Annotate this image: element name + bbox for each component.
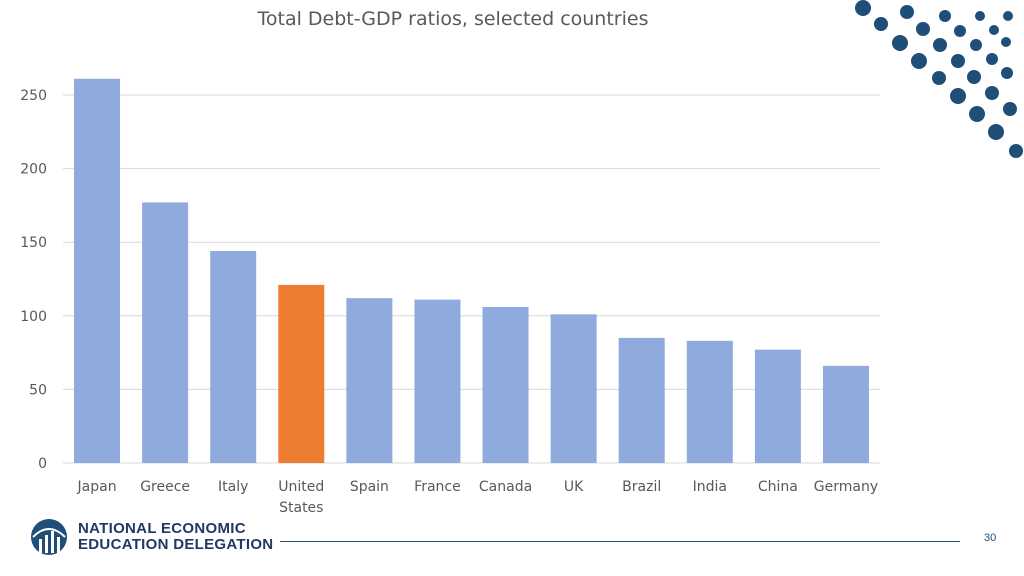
y-axis-ticks: 0 50 100 150 200 250 bbox=[20, 88, 47, 472]
decor-dot bbox=[874, 17, 888, 31]
logo-line-2: EDUCATION DELEGATION bbox=[78, 536, 274, 553]
x-category-label: United bbox=[278, 479, 324, 495]
x-category-label: Italy bbox=[218, 479, 248, 495]
bar-china bbox=[754, 349, 801, 463]
chart-title: Total Debt-GDP ratios, selected countrie… bbox=[257, 8, 649, 30]
footer-divider bbox=[280, 541, 960, 542]
decor-dot bbox=[988, 124, 1004, 140]
decor-dot bbox=[900, 5, 914, 19]
x-axis-categories: Japan Greece Italy United States Spain France C… bbox=[77, 479, 879, 516]
decor-dot bbox=[933, 38, 947, 52]
x-category-label: UK bbox=[564, 479, 584, 495]
bar-germany bbox=[822, 365, 869, 463]
x-category-label: France bbox=[414, 479, 461, 495]
x-category-label: States bbox=[279, 500, 323, 516]
decor-dot bbox=[932, 71, 946, 85]
bar-italy bbox=[210, 251, 257, 463]
decor-dot bbox=[892, 35, 908, 51]
decor-dot bbox=[989, 25, 999, 35]
x-category-label: Greece bbox=[140, 479, 190, 495]
bar-greece bbox=[142, 202, 189, 463]
decor-dot bbox=[939, 10, 951, 22]
x-category-label: Japan bbox=[77, 479, 117, 495]
decor-dot bbox=[986, 53, 998, 65]
logo-line-1: NATIONAL ECONOMIC bbox=[78, 520, 246, 537]
x-category-label: Spain bbox=[350, 479, 389, 495]
logo: NATIONAL ECONOMIC EDUCATION DELEGATION bbox=[30, 517, 280, 559]
bar-india bbox=[686, 340, 733, 463]
decor-dot bbox=[951, 54, 965, 68]
decor-dot bbox=[950, 88, 966, 104]
decor-dot bbox=[1003, 11, 1013, 21]
bar-japan bbox=[74, 78, 121, 464]
decorative-dot-pattern bbox=[855, 0, 1023, 158]
decor-dot bbox=[1009, 144, 1023, 158]
decor-dot bbox=[975, 11, 985, 21]
y-tick-label: 200 bbox=[20, 162, 47, 178]
y-tick-label: 150 bbox=[20, 235, 47, 251]
x-category-label: China bbox=[758, 479, 798, 495]
decor-dot bbox=[1003, 102, 1017, 116]
gridlines bbox=[63, 94, 880, 464]
logo-text: NATIONAL ECONOMIC EDUCATION DELEGATION bbox=[78, 521, 273, 553]
decor-dot bbox=[985, 86, 999, 100]
y-tick-label: 50 bbox=[29, 382, 47, 398]
bar-brazil bbox=[618, 337, 665, 463]
decor-dot bbox=[970, 39, 982, 51]
decor-dot bbox=[1001, 67, 1013, 79]
bars bbox=[74, 78, 869, 464]
x-category-label: Brazil bbox=[622, 479, 661, 495]
decor-dot bbox=[855, 0, 871, 16]
y-tick-label: 250 bbox=[20, 88, 47, 104]
bar-canada bbox=[482, 306, 529, 463]
decor-dot bbox=[967, 70, 981, 84]
decor-dot bbox=[911, 53, 927, 69]
bar-spain bbox=[346, 298, 393, 463]
bar-united-states bbox=[278, 284, 325, 463]
decor-dot bbox=[1001, 37, 1011, 47]
globe-logo-icon bbox=[31, 519, 67, 555]
page-number: 30 bbox=[984, 532, 997, 544]
bar-france bbox=[414, 299, 461, 463]
decor-dot bbox=[954, 25, 966, 37]
bar-uk bbox=[550, 314, 597, 463]
decor-dot bbox=[916, 22, 930, 36]
decor-dot bbox=[969, 106, 985, 122]
y-tick-label: 0 bbox=[38, 456, 47, 472]
x-category-label: Germany bbox=[814, 479, 878, 495]
x-category-label: India bbox=[693, 479, 727, 495]
x-category-label: Canada bbox=[479, 479, 532, 495]
y-tick-label: 100 bbox=[20, 309, 47, 325]
